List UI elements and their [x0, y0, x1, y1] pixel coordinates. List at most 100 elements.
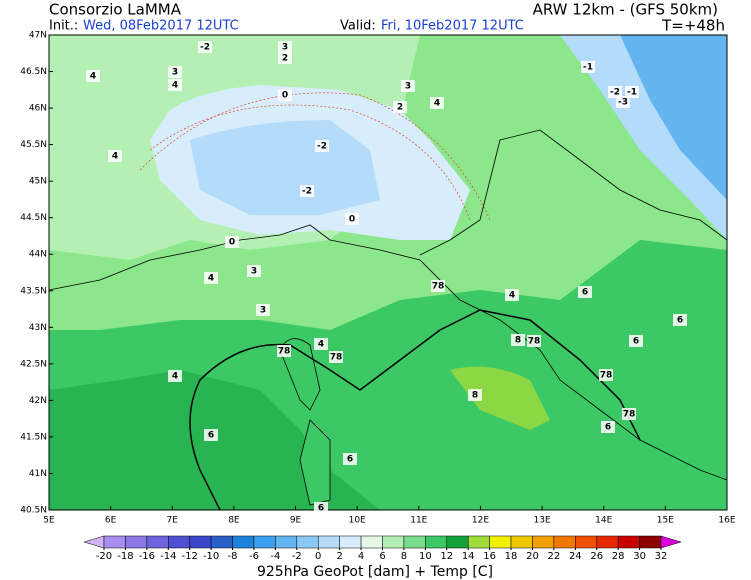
- contour-label: 6: [677, 316, 683, 326]
- lat-label: 41.5N: [20, 432, 47, 442]
- contour-label: 78: [528, 337, 541, 347]
- contour-label-bg: [581, 61, 595, 73]
- color-bin: [168, 535, 190, 549]
- contour-label-bg: [168, 370, 182, 382]
- contour-label-bg: [198, 41, 212, 53]
- contour-label-bg: [401, 80, 415, 92]
- contour-label: -2: [302, 187, 312, 197]
- color-bin: [446, 535, 469, 549]
- contour-label-bg: [300, 185, 314, 197]
- contour-label-bg: [599, 369, 613, 381]
- lon-label: 5E: [43, 516, 55, 526]
- contour-label: 3: [172, 68, 178, 78]
- colorbar-tick-label: 20: [526, 551, 539, 562]
- colorbar-tick-label: 12: [440, 551, 453, 562]
- lon-label: 14E: [595, 516, 612, 526]
- contour-label-bg: [225, 236, 239, 248]
- contour-label: 6: [633, 337, 639, 347]
- color-bin: [617, 535, 640, 549]
- coastline: [49, 129, 727, 481]
- contour-label-bg: [343, 453, 357, 465]
- color-bin: [339, 535, 362, 549]
- colorbar-tick-label: -2: [292, 551, 302, 562]
- contour-label: 2: [397, 103, 403, 113]
- lon-label: 11E: [410, 516, 427, 526]
- lon-label: 15E: [657, 516, 674, 526]
- lon-label: 8E: [228, 516, 240, 526]
- contour-label: 78: [432, 282, 445, 292]
- color-bin: [553, 535, 576, 549]
- field-hot: [450, 366, 550, 430]
- color-bin: [189, 535, 212, 549]
- contour-label-bg: [278, 52, 292, 64]
- color-bin: [532, 535, 555, 549]
- contour-label: 78: [600, 371, 613, 381]
- colorbar-tick-label: 30: [633, 551, 646, 562]
- lat-label: 47N: [29, 31, 47, 41]
- footer: 925hPa GeoPot [dam] + Temp [C]: [257, 564, 493, 580]
- contour-label: 8: [472, 391, 478, 401]
- contour-label-bg: [204, 429, 218, 441]
- contour-label: 4: [434, 99, 440, 109]
- lat-label: 43N: [29, 323, 47, 333]
- color-bin: [317, 535, 340, 549]
- contour-label-bg: [315, 140, 329, 152]
- contour-label-bg: [625, 86, 639, 98]
- contour-label-bg: [278, 41, 292, 53]
- geopotential-contour: [189, 309, 641, 510]
- contour-label-bg: [204, 272, 218, 284]
- colorbar-tick-label: 26: [590, 551, 603, 562]
- lat-label: 42.5N: [20, 359, 47, 369]
- lat-label: 44.5N: [20, 213, 47, 223]
- colorbar-tick-label: -6: [249, 551, 259, 562]
- colorbar-tick-label: 28: [612, 551, 625, 562]
- lat-label: 46N: [29, 104, 47, 114]
- lon-label: 10E: [349, 516, 366, 526]
- contour-label: 78: [623, 410, 636, 420]
- contour-label-bg: [277, 345, 291, 357]
- color-bin: [425, 535, 448, 549]
- lat-label: 44N: [29, 250, 47, 260]
- contour-label-bg: [329, 351, 343, 363]
- contour-label-bg: [168, 79, 182, 91]
- contour-label: 8: [515, 336, 521, 346]
- color-bin: [360, 535, 383, 549]
- color-bin: [275, 535, 298, 549]
- lon-label: 13E: [534, 516, 551, 526]
- contour-label-bg: [578, 286, 592, 298]
- colorbar-tick-label: 0: [315, 551, 321, 562]
- lon-label: 16E: [718, 516, 735, 526]
- colorbar-arrow: [83, 535, 105, 549]
- contour-label-bg: [468, 389, 482, 401]
- color-bin: [467, 535, 490, 549]
- contour-label-bg: [314, 502, 328, 514]
- contour-label-bg: [278, 89, 292, 101]
- field-cold-east-2: [620, 35, 727, 200]
- contour-label: 78: [278, 347, 291, 357]
- contour-label: 6: [605, 423, 611, 433]
- colorbar-tick-label: -16: [139, 551, 155, 562]
- colorbar-tick-label: 22: [548, 551, 561, 562]
- contour-label: 4: [172, 81, 178, 91]
- colorbar-tick-label: 24: [569, 551, 582, 562]
- colorbar-tick-label: -18: [117, 551, 133, 562]
- title: Consorzio LaMMA: [49, 1, 182, 19]
- contour-label: 4: [172, 372, 178, 382]
- contour-label-bg: [247, 265, 261, 277]
- colorbar-tick-label: 16: [483, 551, 496, 562]
- lat-label: 45.5N: [20, 140, 47, 150]
- contour-label: 6: [347, 455, 353, 465]
- contour-label-bg: [393, 101, 407, 113]
- color-bin: [125, 535, 148, 549]
- lon-label: 7E: [167, 516, 179, 526]
- color-bin: [146, 535, 169, 549]
- contour-label: 0: [349, 215, 355, 225]
- colorbar-tick-label: -14: [160, 551, 176, 562]
- color-bin: [210, 535, 233, 549]
- color-bin: [103, 535, 126, 549]
- field-colder: [190, 120, 380, 215]
- lat-label: 43.5N: [20, 286, 47, 296]
- contour-label-bg: [601, 421, 615, 433]
- contour-label: 3: [282, 43, 288, 53]
- lon-label: 9E: [290, 516, 302, 526]
